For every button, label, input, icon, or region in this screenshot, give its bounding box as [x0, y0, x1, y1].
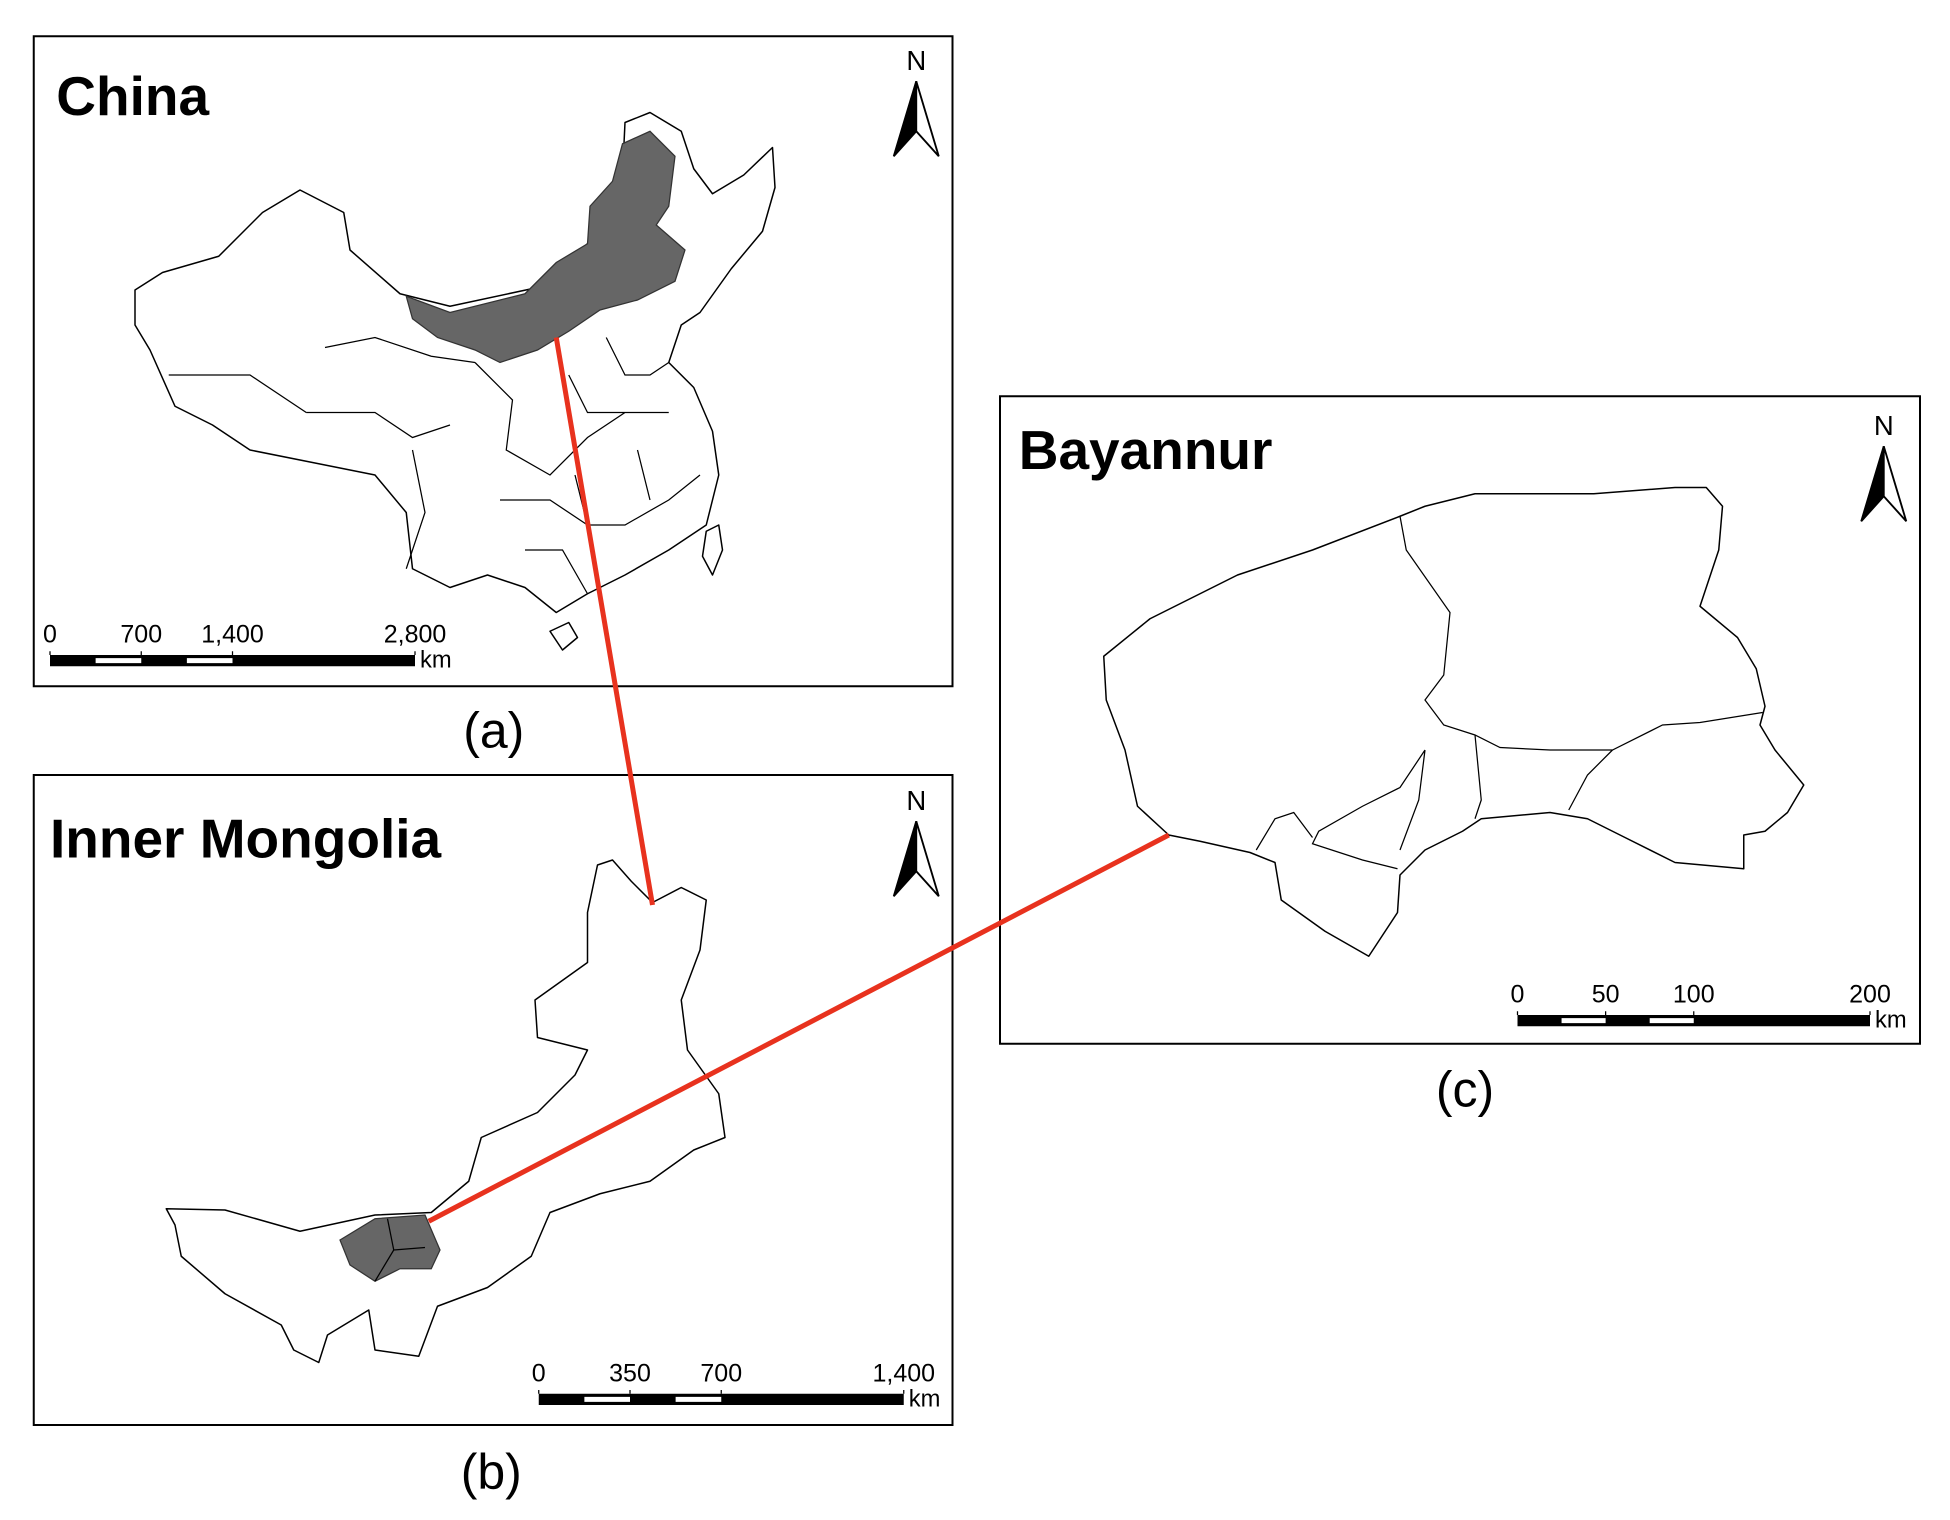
north-arrow	[915, 80, 940, 157]
province-borders	[168, 336, 701, 595]
connector	[553, 337, 655, 906]
north-arrow	[1882, 445, 1908, 522]
scale-label: 0	[532, 1359, 546, 1387]
inner-mongolia-outline	[165, 859, 726, 1364]
taiwan	[701, 524, 724, 576]
connector	[427, 832, 1170, 1224]
bayannur-highlight	[339, 1214, 441, 1282]
scale-bar-segment	[1649, 1018, 1694, 1024]
scale-bar-segment	[584, 1396, 630, 1402]
scale-label: 0	[1511, 981, 1525, 1009]
north-arrow	[915, 820, 940, 897]
inner-mongolia-highlight	[405, 130, 686, 364]
caption: (a)	[463, 703, 524, 759]
bayannur-outline	[1103, 486, 1805, 957]
caption: (b)	[461, 1444, 522, 1500]
county-borders	[1255, 516, 1763, 870]
scale-bar-segment	[186, 658, 233, 664]
panel-title: Bayannur	[1019, 419, 1273, 481]
scale-label: 1,400	[872, 1359, 935, 1387]
scale-label: 350	[609, 1359, 651, 1387]
scale-label: 0	[43, 621, 57, 649]
north-label: N	[906, 785, 926, 816]
scale-unit: km	[1875, 1007, 1907, 1034]
scale-label: 100	[1673, 981, 1715, 1009]
scale-bar-segment	[675, 1396, 722, 1402]
scale-label: 50	[1592, 981, 1620, 1009]
district-borders	[374, 1218, 426, 1282]
scale-label: 200	[1849, 981, 1891, 1009]
scale-label: 2,800	[384, 621, 447, 649]
scale-label: 700	[700, 1359, 742, 1387]
north-label: N	[1874, 410, 1894, 441]
scale-bar-segment	[95, 658, 142, 664]
hainan	[549, 621, 579, 651]
scale-unit: km	[420, 647, 452, 674]
scale-unit: km	[909, 1385, 941, 1412]
caption: (c)	[1436, 1061, 1494, 1117]
panel-title: Inner Mongolia	[50, 808, 442, 870]
panel-title: China	[56, 65, 209, 127]
north-label: N	[906, 45, 926, 76]
scale-label: 1,400	[201, 621, 264, 649]
scale-label: 700	[120, 621, 162, 649]
panel-frame	[32, 774, 954, 1426]
scale-bar-segment	[1561, 1018, 1606, 1024]
